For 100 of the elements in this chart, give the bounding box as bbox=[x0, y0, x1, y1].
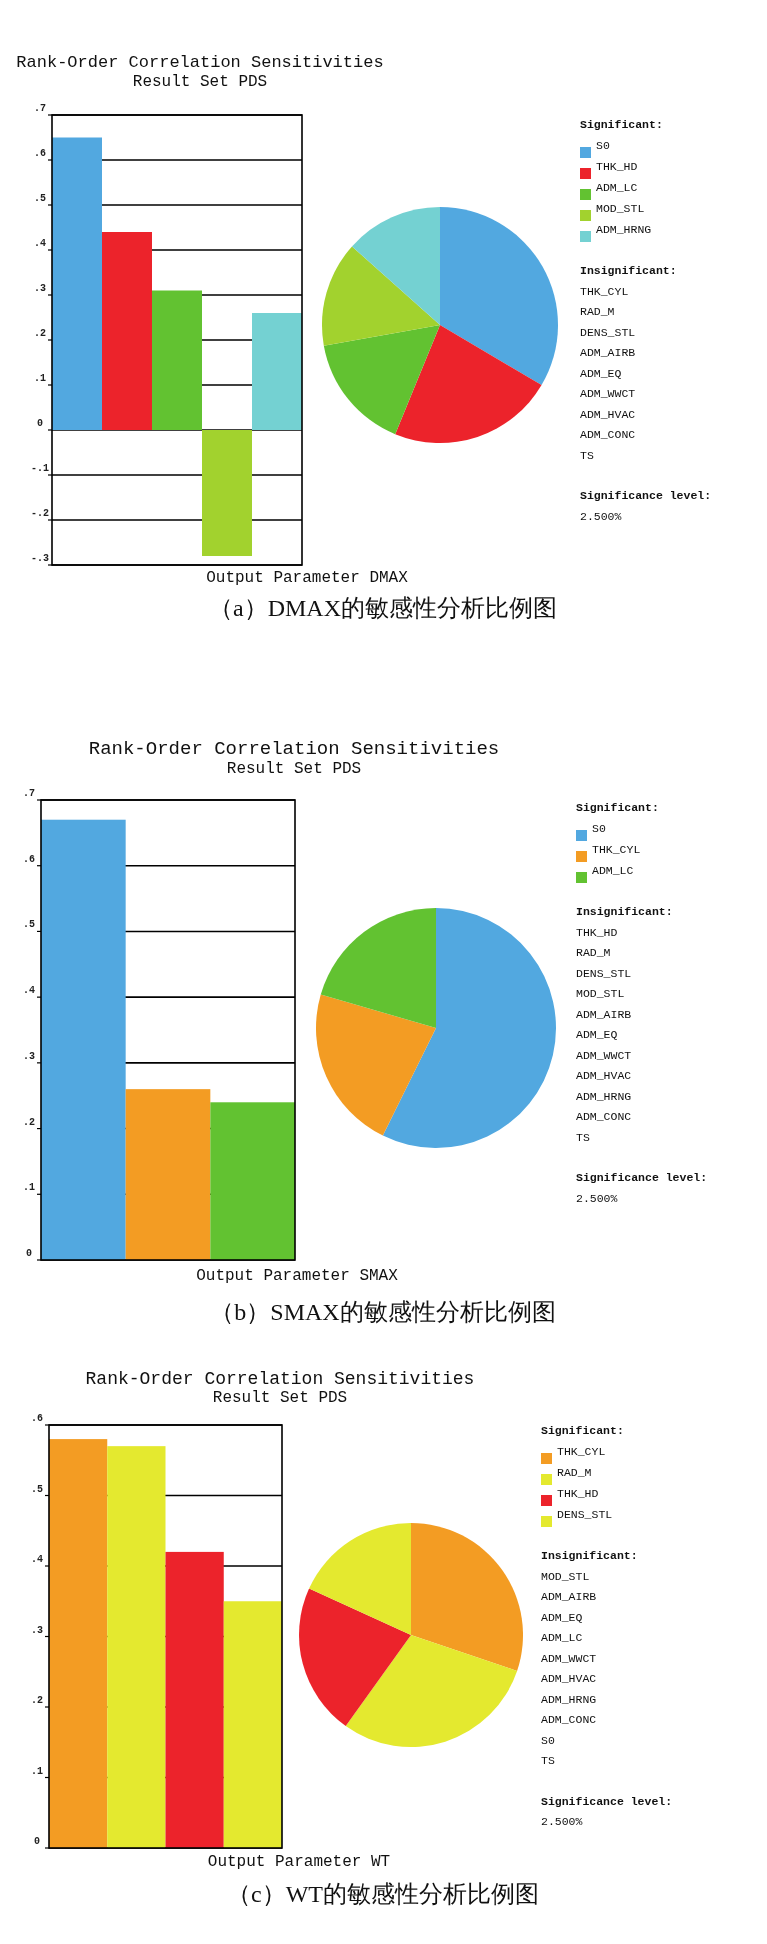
text: （c）WT的敏感性分析比例图 bbox=[227, 1881, 539, 1907]
y-tick-label: .5 bbox=[33, 193, 47, 204]
text: ADM_WWCT bbox=[580, 387, 636, 400]
text: ADM_HVAC bbox=[576, 1069, 632, 1082]
x-axis-title: Output Parameter DMAX bbox=[206, 569, 409, 587]
text: MOD_STL bbox=[576, 987, 625, 1000]
y-tick-label: .4 bbox=[33, 238, 47, 249]
y-tick-label: .5 bbox=[22, 919, 36, 931]
y-tick-label: .6 bbox=[33, 148, 47, 159]
text: ADM_CONC bbox=[580, 428, 636, 441]
pie-slice bbox=[322, 246, 440, 346]
y-tick-label: -.1 bbox=[30, 463, 50, 474]
text: ADM_AIRB bbox=[541, 1590, 597, 1603]
text: ADM_EQ bbox=[580, 366, 622, 380]
text: RAD_M bbox=[580, 305, 615, 318]
text: DENS_STL bbox=[576, 966, 632, 980]
text: RAD_M bbox=[576, 946, 611, 959]
legend-label: ADM_LC bbox=[596, 181, 638, 194]
chart-title: Rank-Order Correlation Sensitivities bbox=[16, 53, 384, 72]
text: ADM_AIRB bbox=[576, 1007, 632, 1021]
y-tick-label: .1 bbox=[33, 373, 47, 384]
legend-label: THK_HD bbox=[557, 1487, 599, 1500]
y-tick-label: .5 bbox=[30, 1483, 44, 1495]
pie-slice bbox=[440, 207, 558, 386]
chart-title: Rank-Order Correlation Sensitivities bbox=[85, 1369, 475, 1389]
text: THK_CYL bbox=[580, 284, 629, 298]
pie-slice bbox=[320, 908, 436, 1028]
y-tick-label: .2 bbox=[22, 1116, 36, 1128]
text: ADM_EQ bbox=[576, 1028, 618, 1041]
y-tick-label: .2 bbox=[33, 328, 47, 339]
text: DENS_STL bbox=[580, 325, 636, 339]
text: TS bbox=[576, 1130, 590, 1144]
y-tick-label: .3 bbox=[30, 1624, 44, 1636]
pie-slice bbox=[316, 994, 436, 1136]
legend-label: RAD_M bbox=[557, 1466, 592, 1479]
y-tick-label: .7 bbox=[22, 788, 36, 799]
text: 2.500% bbox=[580, 509, 622, 523]
text: ADM_HVAC bbox=[541, 1672, 597, 1685]
legend-label: S0 bbox=[592, 822, 606, 835]
pie-slice bbox=[411, 1523, 523, 1671]
chart-title: Rank-Order Correlation Sensitivities bbox=[88, 738, 500, 760]
pie-slice bbox=[382, 908, 556, 1148]
y-tick-label: 0 bbox=[36, 418, 44, 429]
text: TS bbox=[541, 1754, 555, 1767]
text: Significance level: bbox=[576, 1171, 708, 1184]
legend-label: ADM_LC bbox=[592, 864, 634, 877]
pie-slice bbox=[395, 325, 542, 443]
chart-subtitle: Result Set PDS bbox=[226, 760, 362, 778]
text: 2.500% bbox=[576, 1191, 618, 1205]
text: Insignificant: bbox=[541, 1549, 638, 1562]
text: ADM_WWCT bbox=[576, 1048, 632, 1062]
text: TS bbox=[580, 448, 594, 462]
pie-slice bbox=[351, 207, 440, 325]
text: ADM_AIRB bbox=[580, 346, 636, 359]
y-tick-label: 0 bbox=[33, 1836, 41, 1847]
text: Significance level: bbox=[580, 489, 712, 502]
y-tick-label: .4 bbox=[22, 985, 36, 997]
text: ADM_HVAC bbox=[580, 407, 636, 421]
y-tick-label: .4 bbox=[30, 1554, 44, 1565]
y-tick-label: .6 bbox=[30, 1413, 44, 1424]
text: ADM_WWCT bbox=[541, 1651, 597, 1665]
y-tick-label: -.3 bbox=[30, 553, 50, 564]
legend-title: Significant: bbox=[580, 118, 663, 131]
y-tick-label: .6 bbox=[22, 853, 36, 865]
text: 2.500% bbox=[541, 1815, 583, 1828]
text: ADM_LC bbox=[541, 1631, 583, 1644]
pie-slice bbox=[299, 1588, 411, 1727]
text: ADM_HRNG bbox=[576, 1089, 632, 1103]
y-tick-label: .1 bbox=[22, 1182, 36, 1194]
text: THK_HD bbox=[576, 925, 618, 939]
x-axis-title: Output Parameter WT bbox=[207, 1853, 391, 1871]
legend-label: S0 bbox=[596, 139, 610, 152]
text: （b）SMAX的敏感性分析比例图 bbox=[210, 1299, 556, 1325]
text: ADM_EQ bbox=[541, 1610, 583, 1624]
text: （a）DMAX的敏感性分析比例图 bbox=[209, 595, 557, 621]
text: ADM_CONC bbox=[576, 1110, 632, 1123]
legend-label: ADM_HRNG bbox=[596, 223, 652, 236]
legend-label: THK_HD bbox=[596, 160, 638, 173]
text: MOD_STL bbox=[541, 1569, 590, 1583]
legend-label: DENS_STL bbox=[557, 1508, 613, 1521]
chart-subtitle: Result Set PDS bbox=[132, 73, 268, 91]
text: ADM_HRNG bbox=[541, 1692, 597, 1706]
text: Significance level: bbox=[541, 1794, 673, 1808]
y-tick-label: .1 bbox=[30, 1765, 44, 1777]
x-axis-title: Output Parameter SMAX bbox=[196, 1267, 399, 1285]
legend-label: THK_CYL bbox=[592, 843, 641, 856]
y-tick-label: 0 bbox=[25, 1248, 33, 1259]
text: Insignificant: bbox=[576, 905, 673, 918]
y-tick-label: .7 bbox=[33, 103, 47, 114]
legend-title: Significant: bbox=[576, 801, 659, 814]
text: ADM_CONC bbox=[541, 1713, 597, 1726]
y-tick-label: .2 bbox=[30, 1695, 44, 1706]
chart-subtitle: Result Set PDS bbox=[212, 1389, 348, 1407]
y-tick-label: .3 bbox=[33, 283, 47, 294]
y-tick-label: -.2 bbox=[30, 508, 50, 519]
text: Insignificant: bbox=[580, 264, 677, 277]
y-tick-label: .3 bbox=[22, 1050, 36, 1062]
pie-slice bbox=[323, 325, 440, 435]
text: S0 bbox=[541, 1733, 555, 1747]
legend-title: Significant: bbox=[541, 1424, 624, 1437]
